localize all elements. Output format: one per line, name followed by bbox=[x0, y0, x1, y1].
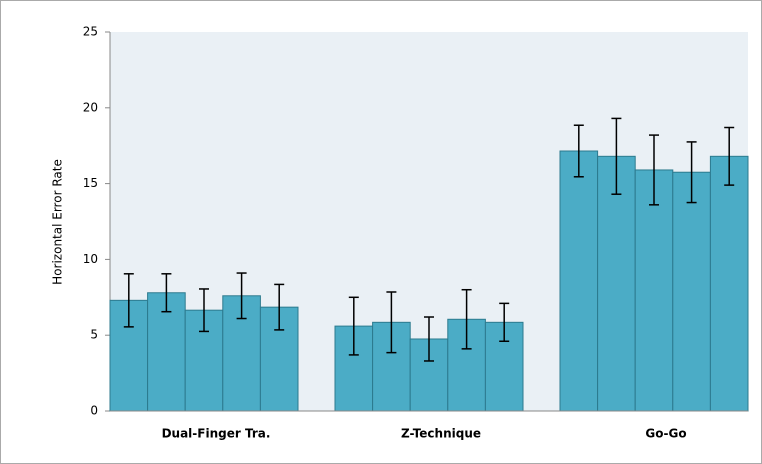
bar bbox=[672, 171, 711, 412]
y-tick-label: 25 bbox=[83, 25, 98, 39]
bar bbox=[559, 150, 599, 412]
y-tick-label: 20 bbox=[83, 100, 98, 114]
x-tick-label: Go-Go bbox=[645, 427, 686, 441]
x-tick-label: Z-Technique bbox=[401, 427, 481, 441]
bar bbox=[709, 155, 749, 412]
y-tick-label: 5 bbox=[90, 328, 98, 342]
y-axis-label: Horizontal Error Rate bbox=[51, 159, 65, 285]
y-tick-label: 0 bbox=[90, 404, 98, 418]
bar bbox=[147, 292, 186, 412]
y-tick-label: 10 bbox=[83, 252, 98, 266]
x-tick-label: Dual-Finger Tra. bbox=[162, 427, 271, 441]
y-tick-label: 15 bbox=[83, 176, 98, 190]
bar bbox=[634, 169, 674, 412]
